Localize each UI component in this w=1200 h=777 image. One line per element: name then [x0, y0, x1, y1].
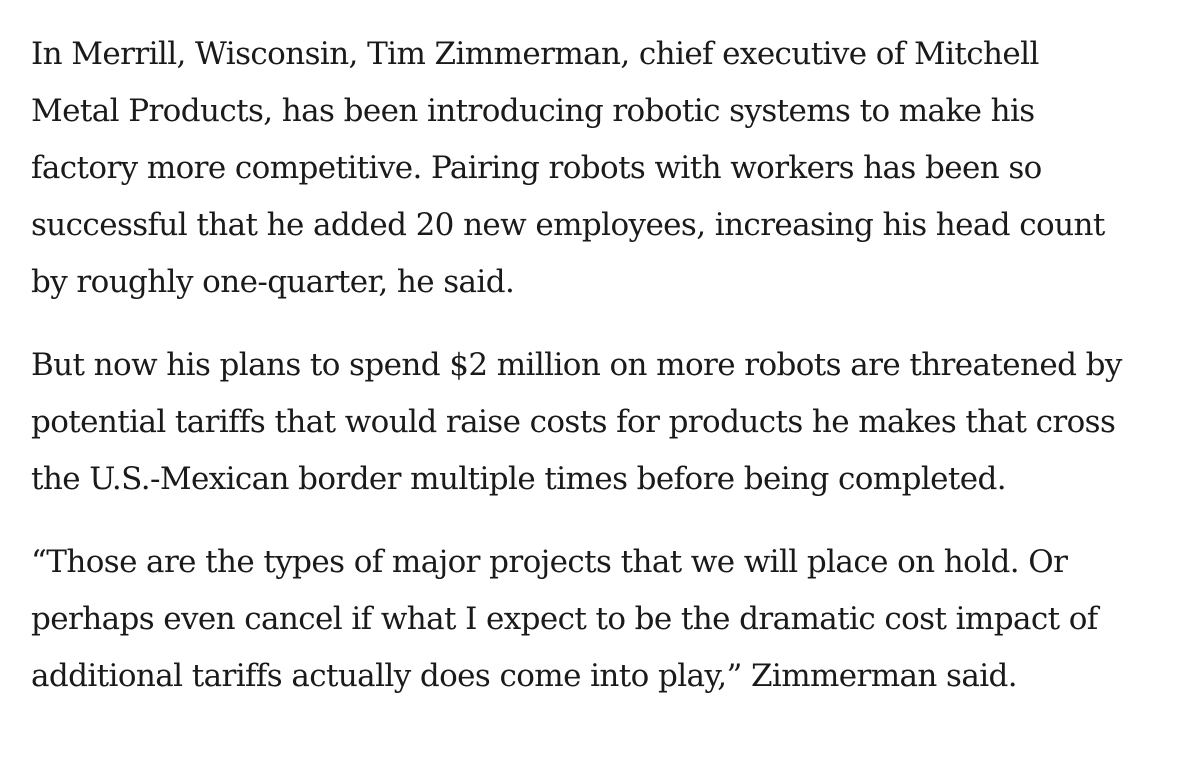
paragraph-line: additional tariffs actually does come in…	[31, 658, 1018, 694]
paragraph: In Merrill, Wisconsin, Tim Zimmerman, ch…	[31, 26, 1181, 311]
paragraph-line: potential tariffs that would raise costs…	[31, 404, 1116, 440]
paragraph-line: But now his plans to spend $2 million on…	[31, 347, 1122, 383]
paragraph: But now his plans to spend $2 million on…	[31, 337, 1181, 508]
paragraph-line: “Those are the types of major projects t…	[31, 544, 1068, 580]
paragraph-line: perhaps even cancel if what I expect to …	[31, 601, 1098, 637]
paragraph-line: factory more competitive. Pairing robots…	[31, 150, 1042, 186]
paragraph-line: the U.S.-Mexican border multiple times b…	[31, 461, 1007, 497]
paragraph-line: In Merrill, Wisconsin, Tim Zimmerman, ch…	[31, 36, 1039, 72]
paragraph-line: Metal Products, has been introducing rob…	[31, 93, 1035, 129]
paragraph: “Those are the types of major projects t…	[31, 534, 1181, 705]
paragraph-line: by roughly one-quarter, he said.	[31, 264, 515, 300]
article-body: In Merrill, Wisconsin, Tim Zimmerman, ch…	[31, 26, 1181, 731]
paragraph-line: successful that he added 20 new employee…	[31, 207, 1105, 243]
